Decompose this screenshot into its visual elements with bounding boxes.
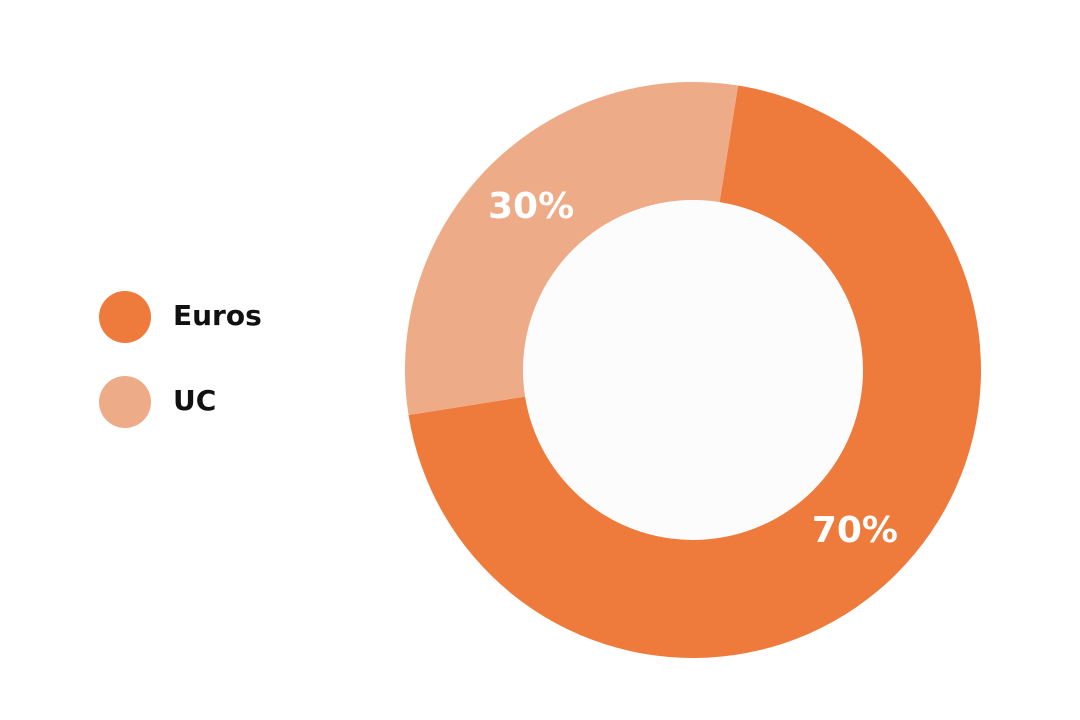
value-label: 70% (812, 510, 898, 551)
legend-swatch (99, 291, 151, 343)
donut-hole (524, 201, 862, 539)
legend-label: Euros (173, 299, 262, 332)
value-label: 30% (488, 186, 574, 227)
legend-swatch (99, 376, 151, 428)
donut-segment (405, 81, 739, 416)
legend-label: UC (173, 384, 216, 417)
donut-segment (408, 85, 982, 659)
